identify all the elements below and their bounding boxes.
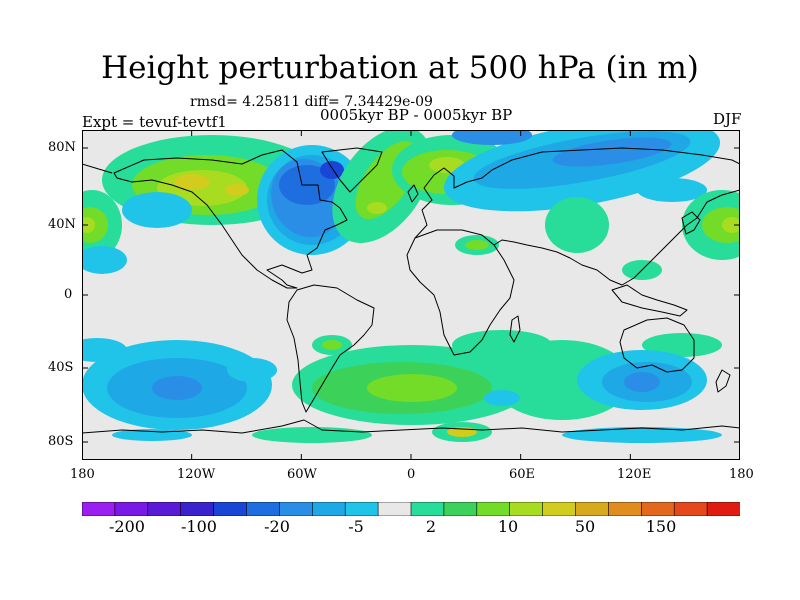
period-subtitle: 0005kyr BP - 0005kyr BP: [320, 106, 513, 124]
field-south-pacific-negative: [82, 338, 272, 430]
lon-tick-label: 0: [407, 467, 416, 482]
lon-tick-label: 120W: [177, 467, 216, 482]
coast-madagascar: [509, 315, 521, 343]
colorbar-swatch: [608, 502, 642, 516]
colorbar-swatch: [476, 502, 511, 516]
colorbar-label: -5: [348, 517, 364, 536]
coast-greenland: [321, 147, 383, 193]
coast-southeast-asia: [611, 284, 688, 317]
colorbar-label: 50: [574, 517, 596, 536]
coastlines: [82, 147, 740, 434]
lon-tick-label: 120E: [617, 467, 652, 482]
colorbar-swatch: [575, 502, 610, 516]
lon-tick-label: 180: [729, 467, 754, 482]
colorbar-swatch: [377, 502, 412, 516]
field-south-atlantic-positive: [227, 335, 532, 425]
lat-tick-label: 80N: [48, 140, 76, 155]
colorbar-label: -20: [264, 517, 290, 536]
colorbar-label: 2: [425, 517, 437, 536]
coast-japan: [681, 211, 701, 235]
colorbar: [82, 502, 740, 516]
lon-tick-label: 60E: [509, 467, 536, 482]
colorbar-swatch: [213, 502, 248, 516]
colorbar-label: -200: [109, 517, 145, 536]
tick-marks: [82, 130, 740, 460]
colorbar-swatch: [279, 502, 313, 516]
colorbar-label: 150: [645, 517, 677, 536]
coast-new-zealand: [715, 369, 731, 393]
field-asia-negative: [443, 130, 721, 212]
colorbar-swatch: [147, 502, 182, 516]
colorbar-swatch: [706, 502, 740, 516]
lat-tick-label: 40N: [48, 217, 76, 232]
colorbar-swatch: [246, 502, 281, 516]
colorbar-swatch: [673, 502, 708, 516]
colorbar-swatch: [640, 502, 675, 516]
colorbar-swatch: [180, 502, 215, 516]
colorbar-swatch: [443, 502, 478, 516]
coast-africa: [406, 229, 515, 356]
colorbar-swatch: [410, 502, 445, 516]
coast-north-america: [113, 149, 348, 289]
experiment-label: Expt = tevuf-tevtf1: [82, 113, 227, 131]
coast-south-america: [286, 284, 375, 413]
plot-title: Height perturbation at 500 hPa (in m): [101, 50, 699, 86]
coast-eurasia: [82, 147, 740, 286]
lat-tick-label: 80S: [48, 434, 74, 449]
colorbar-swatch: [344, 502, 379, 516]
colorbar-swatch: [542, 502, 577, 516]
map-panel: [82, 130, 740, 460]
stats-subtitle: rmsd= 4.25811 diff= 7.34429e-09: [190, 94, 433, 110]
lon-tick-label: 60W: [287, 467, 317, 482]
coast-australia: [619, 317, 695, 373]
colorbar-swatch: [114, 502, 149, 516]
lon-tick-label: 180: [70, 467, 95, 482]
colorbar-label: -100: [181, 517, 217, 536]
season-label: DJF: [713, 110, 742, 128]
colorbar-swatch: [312, 502, 346, 516]
colorbar-label: 10: [497, 517, 519, 536]
coast-antarctica: [82, 419, 740, 434]
colorbar-swatch: [82, 502, 116, 516]
colorbar-swatch: [509, 502, 544, 516]
coast-uk: [407, 184, 419, 203]
lat-tick-label: 40S: [48, 360, 74, 375]
lat-tick-label: 0: [64, 287, 73, 302]
